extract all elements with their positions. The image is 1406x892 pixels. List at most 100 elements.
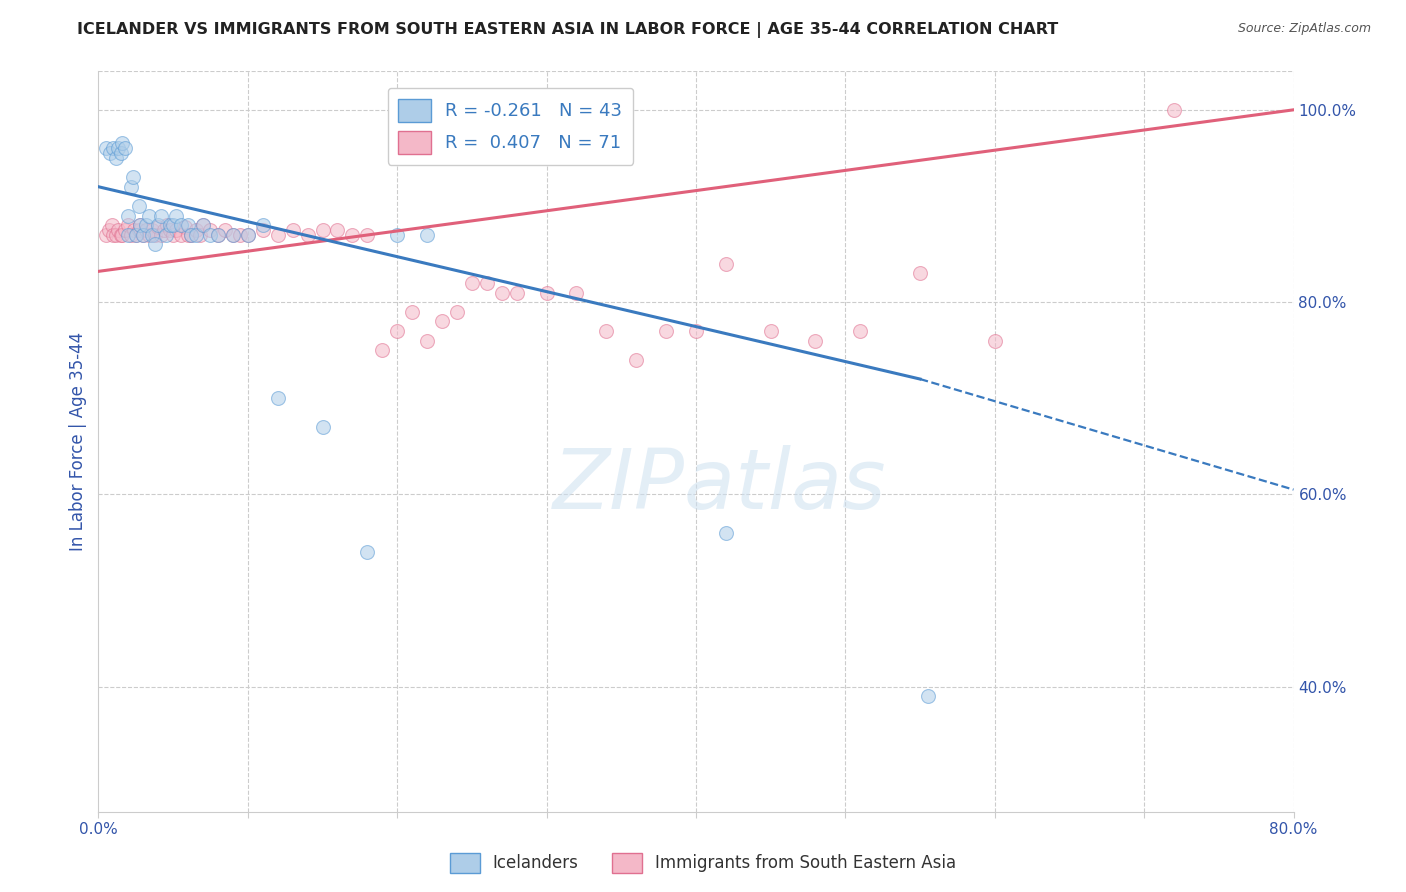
Point [184, 227, 207, 242]
Point [180, 227, 202, 242]
Point [311, 223, 333, 237]
Point [101, 218, 124, 232]
Point [446, 304, 468, 318]
Point [984, 334, 1007, 348]
Text: ZIPatlas: ZIPatlas [553, 445, 887, 526]
Point [917, 690, 939, 704]
Legend: Icelanders, Immigrants from South Eastern Asia: Icelanders, Immigrants from South Easter… [443, 847, 963, 880]
Point [214, 223, 236, 237]
Point [120, 227, 142, 242]
Point [141, 223, 163, 237]
Point [105, 151, 128, 165]
Point [141, 227, 163, 242]
Point [461, 276, 484, 290]
Point [326, 223, 349, 237]
Point [128, 223, 150, 237]
Point [150, 227, 173, 242]
Point [150, 209, 173, 223]
Point [207, 227, 229, 242]
Point [849, 324, 872, 338]
Point [536, 285, 558, 300]
Point [416, 227, 439, 242]
Point [356, 545, 378, 559]
Point [714, 257, 737, 271]
Point [121, 170, 143, 185]
Point [222, 227, 245, 242]
Point [97, 223, 120, 237]
Point [714, 525, 737, 540]
Point [148, 220, 170, 235]
Point [128, 199, 150, 213]
Point [180, 227, 202, 242]
Point [430, 314, 453, 328]
Point [655, 324, 678, 338]
Point [184, 223, 207, 237]
Point [371, 343, 394, 358]
Point [165, 209, 187, 223]
Point [177, 227, 200, 242]
Point [143, 237, 166, 252]
Point [111, 227, 134, 242]
Point [125, 227, 148, 242]
Point [132, 227, 155, 242]
Point [162, 218, 184, 232]
Point [107, 141, 129, 155]
Point [297, 227, 319, 242]
Point [311, 420, 333, 434]
Point [135, 218, 157, 232]
Point [110, 227, 132, 242]
Point [143, 227, 166, 242]
Point [191, 218, 214, 232]
Point [117, 218, 139, 232]
Point [129, 218, 152, 232]
Point [342, 227, 364, 242]
Point [207, 227, 229, 242]
Point [98, 146, 122, 161]
Point [252, 223, 274, 237]
Point [385, 227, 409, 242]
Point [94, 227, 117, 242]
Point [110, 146, 132, 161]
Point [281, 223, 304, 237]
Point [103, 227, 125, 242]
Point [416, 334, 439, 348]
Point [177, 218, 200, 232]
Point [125, 227, 148, 242]
Point [200, 227, 222, 242]
Legend: R = -0.261   N = 43, R =  0.407   N = 71: R = -0.261 N = 43, R = 0.407 N = 71 [388, 87, 633, 165]
Point [94, 141, 117, 155]
Point [117, 227, 139, 242]
Point [685, 324, 707, 338]
Point [475, 276, 498, 290]
Point [222, 227, 245, 242]
Point [191, 218, 214, 232]
Point [595, 324, 617, 338]
Point [107, 223, 129, 237]
Point [138, 227, 160, 242]
Point [103, 141, 125, 155]
Point [356, 227, 378, 242]
Point [401, 304, 423, 318]
Point [114, 223, 136, 237]
Point [138, 209, 160, 223]
Point [252, 218, 274, 232]
Point [117, 209, 139, 223]
Point [759, 324, 782, 338]
Text: ICELANDER VS IMMIGRANTS FROM SOUTH EASTERN ASIA IN LABOR FORCE | AGE 35-44 CORRE: ICELANDER VS IMMIGRANTS FROM SOUTH EASTE… [77, 22, 1059, 38]
Point [159, 218, 181, 232]
Point [135, 223, 157, 237]
Point [236, 227, 259, 242]
Text: Source: ZipAtlas.com: Source: ZipAtlas.com [1237, 22, 1371, 36]
Point [162, 227, 184, 242]
Point [565, 285, 588, 300]
Point [132, 227, 155, 242]
Point [229, 227, 252, 242]
Point [804, 334, 827, 348]
Point [148, 218, 170, 232]
Point [156, 218, 179, 232]
Point [908, 266, 931, 280]
Point [267, 391, 290, 405]
Point [155, 227, 177, 242]
Point [169, 218, 191, 232]
Point [1163, 103, 1185, 117]
